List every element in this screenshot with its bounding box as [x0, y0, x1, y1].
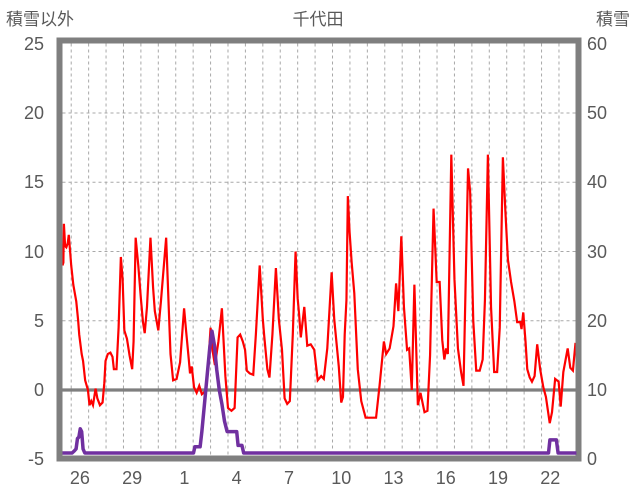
- left-axis-tick-5: 5: [33, 310, 44, 331]
- right-axis-title: 積雪: [596, 10, 630, 29]
- left-axis-tick-20: 20: [23, 103, 44, 123]
- left-axis-tick-0: 0: [33, 380, 44, 400]
- left-axis-tick--5: -5: [27, 449, 44, 470]
- x-axis-tick-1: 1: [179, 468, 190, 488]
- left-axis-tick-25: 25: [23, 33, 44, 54]
- snow-depth-line: [62, 329, 577, 455]
- right-axis-tick-20: 20: [587, 310, 608, 331]
- right-axis-tick-10: 10: [587, 380, 608, 400]
- temperature-line: [61, 154, 577, 424]
- x-axis-tick-22: 22: [540, 468, 561, 488]
- left-axis-tick-10: 10: [23, 241, 44, 262]
- chart-title: 千代田: [292, 10, 344, 29]
- x-axis-tick-26: 26: [69, 468, 90, 488]
- x-axis-tick-10: 10: [331, 468, 352, 488]
- right-axis-tick-50: 50: [587, 103, 608, 123]
- right-axis-tick-30: 30: [587, 241, 608, 262]
- x-axis-tick-13: 13: [383, 468, 404, 488]
- plot-border: [56, 37, 582, 462]
- right-axis-tick-60: 60: [587, 33, 608, 54]
- left-axis-title: 積雪以外: [6, 10, 74, 29]
- right-axis-tick-40: 40: [587, 172, 608, 193]
- x-axis-tick-7: 7: [283, 468, 294, 488]
- right-axis-tick-0: 0: [587, 449, 598, 470]
- left-axis-tick-15: 15: [23, 172, 44, 193]
- x-axis-tick-4: 4: [231, 468, 242, 488]
- x-axis-tick-19: 19: [487, 468, 509, 488]
- x-axis-tick-16: 16: [435, 468, 456, 488]
- x-axis-tick-29: 29: [122, 468, 143, 488]
